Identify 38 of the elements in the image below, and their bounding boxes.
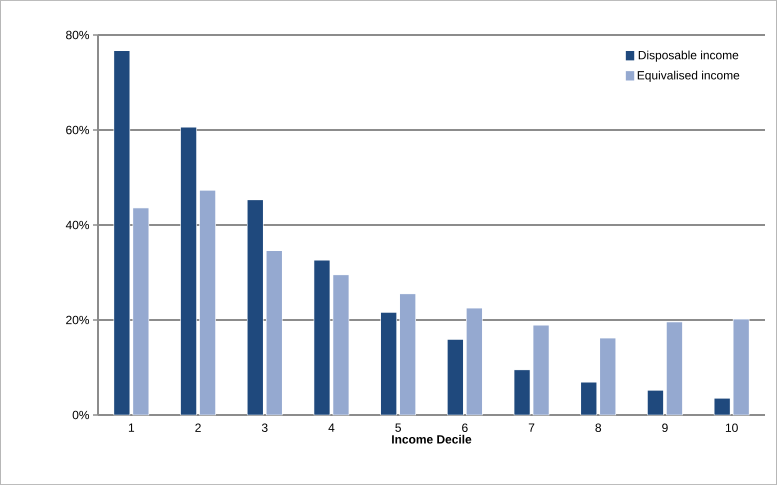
x-axis-title: Income Decile (392, 434, 472, 444)
bar (466, 308, 483, 416)
bar (714, 398, 730, 416)
y-tick-label: 40% (66, 220, 90, 230)
bar (399, 294, 416, 416)
x-tick-label: 9 (662, 424, 668, 432)
bar (132, 208, 150, 416)
bar (180, 126, 197, 416)
bar (114, 50, 130, 416)
bar (314, 260, 330, 416)
bar (332, 274, 350, 416)
x-tick-label: 1 (128, 424, 134, 432)
y-tick-label: 60% (66, 126, 90, 134)
bar (732, 318, 750, 416)
bar (666, 322, 683, 416)
x-tick-label: 7 (528, 424, 534, 432)
legend-label: Disposable income (638, 50, 738, 62)
y-tick-label: 20% (66, 316, 90, 324)
bar (380, 312, 397, 416)
y-tick-label: 0% (72, 410, 90, 420)
x-tick-label: 8 (595, 424, 602, 432)
bar (514, 370, 530, 416)
x-tick-label: 4 (328, 424, 334, 432)
bar (599, 338, 616, 416)
bar (246, 200, 264, 416)
legend-label: Equivalised income (638, 70, 740, 82)
bar (580, 382, 598, 416)
x-tick-label: 3 (262, 424, 268, 432)
x-tick-label: 10 (726, 424, 738, 432)
y-tick-label: 80% (66, 30, 90, 40)
bar (647, 390, 664, 416)
bar (447, 339, 464, 416)
x-tick-label: 6 (462, 424, 468, 432)
x-tick-label: 5 (395, 424, 401, 432)
bar (199, 190, 216, 416)
bar (266, 250, 283, 416)
bar (532, 324, 550, 416)
x-tick-label: 2 (195, 424, 201, 432)
